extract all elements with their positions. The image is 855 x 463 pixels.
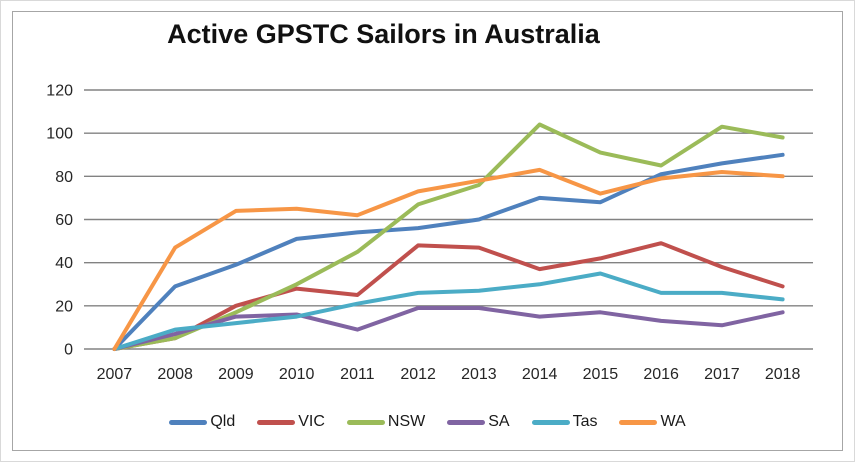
- x-tick-label: 2012: [400, 366, 436, 383]
- x-tick-label: 2011: [340, 366, 375, 383]
- series-line-wa: [112, 167, 785, 351]
- legend-label-tas: Tas: [572, 413, 598, 430]
- x-tick-label: 2013: [461, 366, 497, 383]
- y-tick-label: 60: [55, 212, 73, 229]
- series-line-vic: [112, 241, 785, 351]
- x-tick-label: 2010: [279, 366, 315, 383]
- x-tick-label: 2014: [522, 366, 558, 383]
- series-line-nsw: [112, 122, 785, 351]
- legend-label-vic: VIC: [298, 413, 325, 430]
- y-tick-label: 40: [55, 255, 73, 272]
- legend-item-nsw: NSW: [346, 413, 426, 431]
- chart-border-frame: [12, 11, 843, 451]
- tas-line-swatch-icon: [531, 419, 570, 425]
- chart-legend: Qld VIC NSW SA Tas WA: [1, 405, 854, 439]
- legend-item-sa: SA: [447, 413, 510, 431]
- x-tick-label: 2016: [643, 366, 679, 383]
- series-line-sa: [112, 306, 785, 351]
- qld-line-swatch-icon: [169, 419, 208, 425]
- legend-label-wa: WA: [660, 413, 686, 430]
- legend-label-sa: SA: [488, 413, 510, 430]
- x-tick-label: 2009: [218, 366, 254, 383]
- y-tick-label: 80: [55, 169, 73, 186]
- y-tick-label: 100: [46, 126, 73, 143]
- series-line-tas: [112, 271, 785, 351]
- y-tick-label: 20: [55, 298, 73, 315]
- sa-line-swatch-icon: [447, 419, 486, 425]
- series-line-qld: [112, 152, 785, 351]
- nsw-line-swatch-icon: [346, 419, 385, 425]
- legend-item-vic: VIC: [257, 413, 325, 431]
- x-tick-label: 2008: [157, 366, 193, 383]
- vic-line-swatch-icon: [257, 419, 296, 425]
- x-tick-label: 2015: [583, 366, 619, 383]
- x-tick-label: 2018: [765, 366, 801, 383]
- x-tick-label: 2007: [97, 366, 133, 383]
- chart-title: Active GPSTC Sailors in Australia: [167, 19, 600, 49]
- legend-label-nsw: NSW: [387, 413, 426, 430]
- legend-item-qld: Qld: [169, 413, 235, 431]
- legend-label-qld: Qld: [210, 413, 236, 430]
- wa-line-swatch-icon: [619, 419, 658, 425]
- y-tick-label: 120: [46, 83, 73, 100]
- x-tick-label: 2017: [704, 366, 740, 383]
- y-tick-label: 0: [64, 342, 73, 359]
- legend-item-tas: Tas: [531, 413, 598, 431]
- legend-item-wa: WA: [619, 413, 686, 431]
